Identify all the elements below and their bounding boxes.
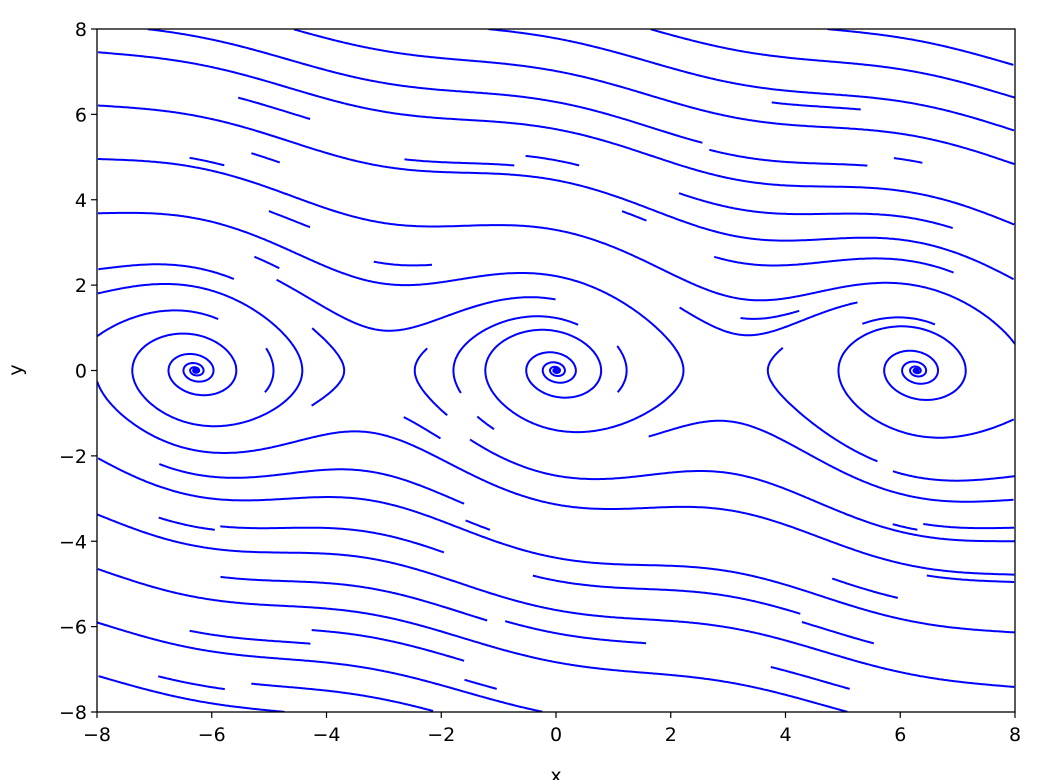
streamline	[97, 158, 1015, 345]
x-tick-label: 4	[779, 724, 791, 746]
streamline	[98, 675, 285, 712]
streamline	[251, 682, 434, 712]
y-tick-label: 4	[75, 190, 87, 212]
y-tick-label: 2	[75, 275, 87, 297]
x-tick-label: 0	[550, 724, 562, 746]
streamline	[97, 211, 685, 434]
streamline	[189, 629, 311, 645]
streamline	[923, 522, 1015, 530]
streamline	[464, 678, 497, 690]
streamline	[452, 315, 579, 394]
streamline	[403, 416, 441, 440]
x-tick-label: 8	[1009, 724, 1021, 746]
streamline	[504, 620, 647, 645]
streamline	[465, 519, 491, 531]
streamline	[740, 309, 800, 320]
streamline	[268, 210, 311, 229]
streamline	[276, 278, 556, 332]
streamline	[831, 577, 899, 599]
streamline	[98, 263, 235, 280]
streamline	[97, 51, 1015, 226]
streamline	[861, 316, 936, 326]
streamline	[97, 621, 543, 712]
streamline	[827, 29, 1014, 66]
streamline	[770, 666, 850, 690]
streamline	[220, 525, 445, 554]
streamline	[220, 575, 488, 622]
x-tick-label: 6	[894, 724, 906, 746]
streamline	[469, 438, 1015, 543]
streamline	[97, 104, 1015, 281]
x-tick-label: −2	[427, 724, 455, 746]
streamline	[476, 415, 495, 431]
streamline	[801, 621, 875, 645]
streamline	[926, 574, 1015, 583]
streamline	[237, 96, 311, 120]
streamline	[293, 29, 1015, 166]
streamline	[679, 301, 858, 337]
x-axis-ticks: −8 −6 −4 −2 0 2 4 6 8	[83, 712, 1021, 746]
y-axis-ticks: −8 −6 −4 −2 0 2 4 6 8	[59, 19, 97, 724]
y-tick-label: −6	[59, 617, 87, 639]
streamline	[621, 210, 647, 222]
streamline	[253, 255, 280, 270]
streamlines	[97, 29, 1015, 712]
streamline	[264, 347, 275, 393]
y-tick-label: 6	[75, 104, 87, 126]
streamline	[532, 574, 801, 615]
streamline	[97, 283, 304, 428]
streamline	[771, 101, 861, 111]
streamline	[404, 158, 515, 167]
y-axis-label: y	[5, 364, 27, 375]
x-tick-label: 2	[665, 724, 677, 746]
streamline	[766, 347, 878, 463]
y-tick-label: 8	[75, 19, 87, 41]
streamline	[97, 309, 219, 337]
streamline	[488, 29, 1015, 132]
x-tick-label: −6	[198, 724, 226, 746]
streamline	[97, 513, 1015, 688]
streamline	[97, 457, 1015, 634]
y-tick-label: −4	[59, 531, 87, 553]
streamline	[158, 463, 465, 505]
streamline	[158, 516, 215, 531]
streamline	[650, 29, 1015, 99]
streamline	[373, 260, 433, 267]
streamline	[678, 192, 954, 230]
streamline	[189, 156, 225, 167]
x-tick-label: −4	[312, 724, 340, 746]
streamline	[311, 629, 465, 662]
streamline	[413, 347, 448, 417]
streamline	[709, 148, 868, 167]
x-axis-label: x	[550, 765, 561, 780]
streamline	[157, 675, 225, 691]
streamline	[251, 152, 281, 164]
streamline	[837, 325, 1015, 439]
x-tick-label: −8	[83, 724, 111, 746]
streamline	[97, 381, 1015, 576]
streamline	[892, 523, 918, 531]
streamline	[147, 29, 703, 144]
y-tick-label: 0	[75, 361, 87, 383]
streamline	[525, 154, 580, 167]
streamline	[97, 568, 848, 712]
streamline	[713, 255, 954, 274]
streamline	[311, 327, 346, 407]
y-tick-label: −8	[59, 702, 87, 724]
streamline	[648, 419, 1014, 503]
streamline	[893, 157, 923, 164]
y-tick-label: −2	[59, 446, 87, 468]
streamline	[892, 470, 1015, 482]
streamline	[616, 345, 628, 393]
